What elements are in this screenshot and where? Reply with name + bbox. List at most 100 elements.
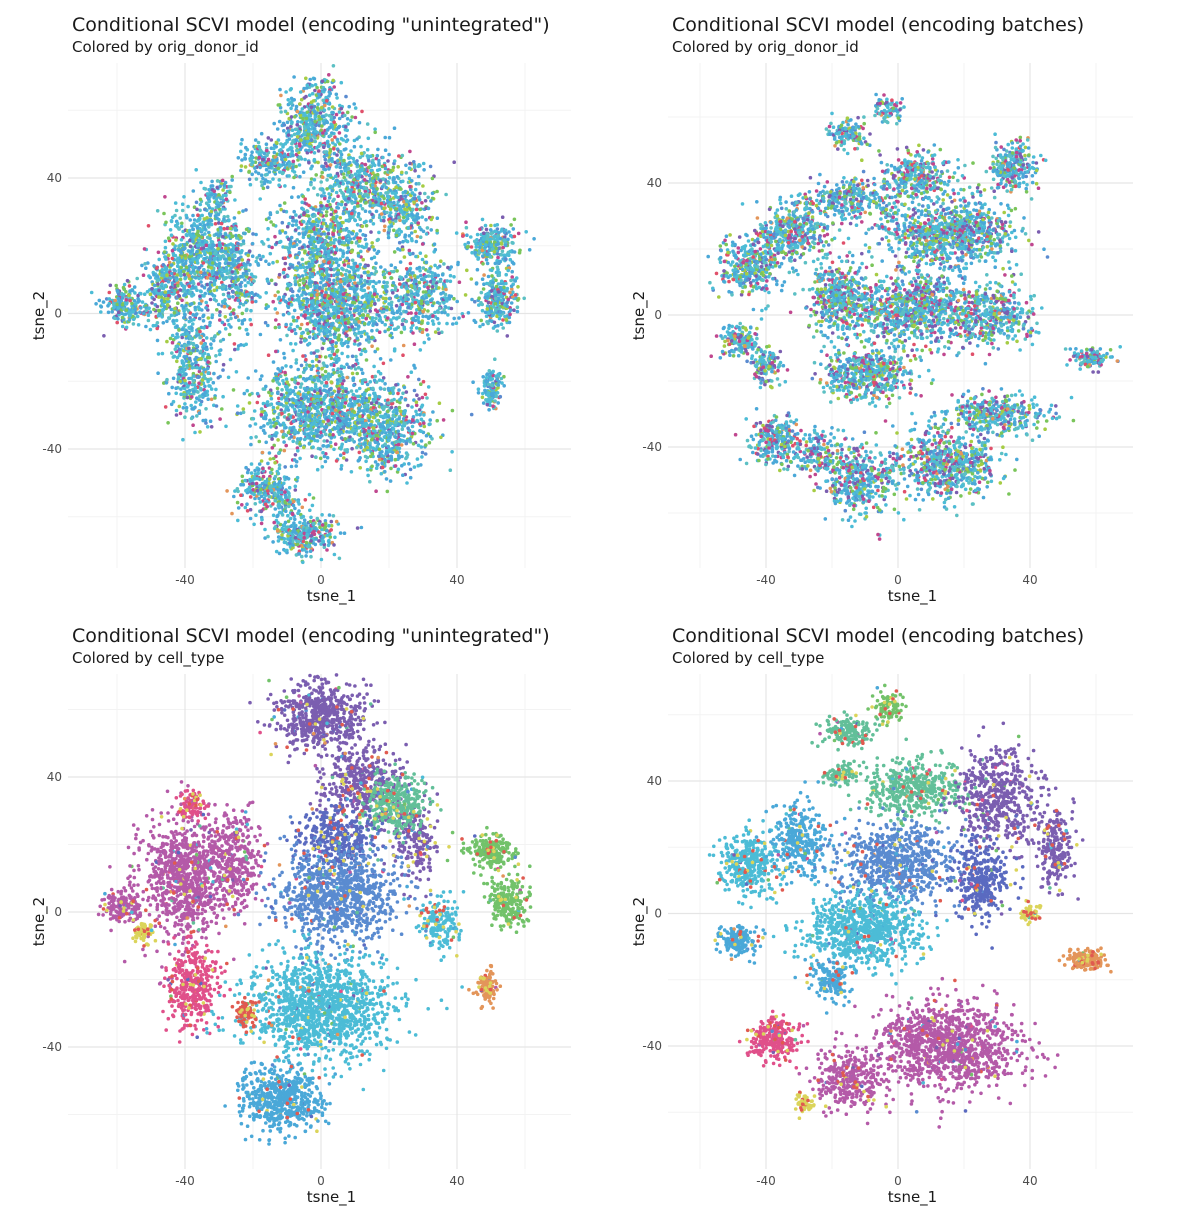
point	[317, 318, 322, 322]
point	[337, 131, 342, 135]
point	[155, 304, 160, 309]
point	[355, 162, 360, 167]
point	[334, 178, 339, 183]
point	[209, 266, 214, 270]
point	[216, 302, 221, 307]
point	[120, 311, 124, 316]
point	[175, 359, 179, 364]
point	[404, 171, 409, 175]
point	[202, 367, 206, 372]
point	[352, 300, 357, 305]
point	[316, 144, 321, 149]
point	[348, 310, 352, 315]
point	[339, 106, 344, 111]
point	[120, 324, 125, 329]
point	[338, 248, 343, 252]
point	[341, 228, 346, 232]
point	[363, 192, 368, 197]
point	[166, 280, 171, 284]
point	[312, 186, 316, 190]
point	[379, 201, 384, 206]
point	[289, 322, 293, 327]
point	[180, 298, 184, 303]
point	[177, 328, 181, 332]
point	[309, 242, 313, 247]
point	[217, 243, 222, 247]
point	[319, 204, 324, 208]
point	[166, 253, 171, 258]
point	[241, 209, 245, 213]
point	[298, 147, 303, 152]
point	[340, 351, 344, 356]
point	[305, 286, 310, 290]
point	[245, 332, 250, 336]
point	[207, 225, 211, 229]
point	[370, 344, 374, 349]
point	[351, 275, 355, 280]
point	[325, 307, 330, 312]
point	[188, 302, 193, 307]
point	[180, 327, 185, 332]
point	[388, 220, 392, 224]
point	[244, 300, 248, 305]
point	[200, 213, 204, 218]
point	[292, 175, 296, 180]
point	[384, 305, 389, 310]
point	[181, 247, 185, 251]
point	[212, 371, 216, 376]
point	[124, 301, 128, 306]
point	[353, 172, 358, 176]
point	[278, 203, 282, 208]
point	[139, 306, 143, 310]
point	[357, 311, 362, 316]
point	[218, 257, 223, 261]
point	[394, 233, 399, 238]
point	[194, 355, 199, 360]
point	[191, 423, 195, 428]
point	[263, 320, 268, 325]
point	[374, 269, 378, 274]
point	[172, 354, 177, 359]
point	[210, 269, 214, 274]
point	[203, 384, 207, 389]
point	[289, 341, 293, 346]
point	[403, 233, 408, 237]
point	[220, 248, 224, 253]
point	[338, 279, 343, 284]
point	[198, 402, 203, 407]
point	[152, 264, 156, 268]
point	[278, 239, 283, 244]
point	[228, 312, 233, 317]
point	[200, 240, 204, 244]
point	[209, 222, 214, 227]
point	[383, 329, 387, 334]
point	[160, 315, 164, 319]
point	[196, 282, 201, 286]
point	[115, 320, 119, 325]
point	[293, 276, 297, 280]
point	[350, 325, 355, 329]
point	[243, 157, 248, 161]
point	[266, 157, 271, 162]
point	[344, 268, 349, 273]
point	[268, 180, 272, 184]
point	[222, 269, 227, 274]
point	[392, 126, 397, 130]
point	[295, 293, 300, 298]
point	[345, 256, 350, 261]
point	[304, 328, 309, 332]
point	[210, 313, 215, 317]
point	[183, 343, 187, 348]
point	[452, 296, 456, 301]
point	[363, 309, 368, 313]
point	[407, 166, 412, 170]
point	[239, 250, 243, 255]
point	[324, 210, 329, 214]
point	[305, 209, 309, 213]
point	[420, 242, 425, 246]
point	[191, 227, 195, 231]
point	[161, 263, 166, 267]
point	[338, 165, 342, 170]
point	[387, 302, 391, 306]
point	[226, 243, 231, 247]
